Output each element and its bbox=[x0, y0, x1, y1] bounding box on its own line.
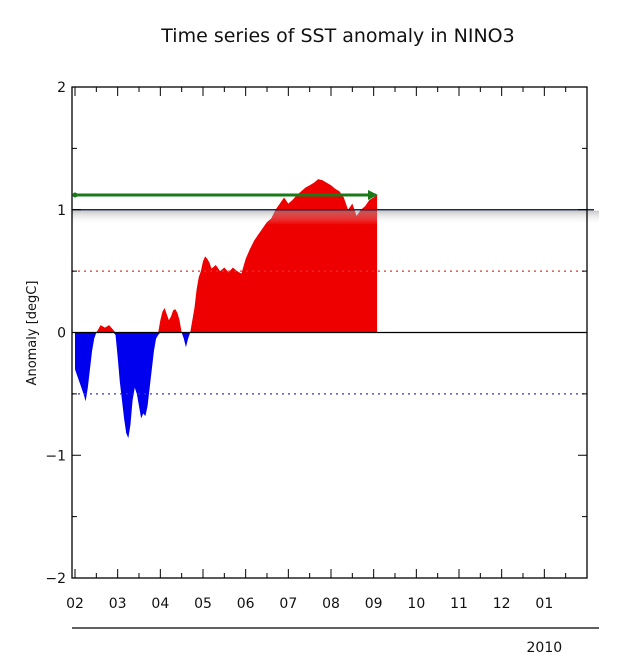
x-tick-label: 07 bbox=[279, 596, 297, 612]
y-tick-label: −1 bbox=[45, 448, 66, 464]
x-tick-label: 03 bbox=[109, 596, 127, 612]
x-tick-label: 10 bbox=[407, 596, 425, 612]
chart-title: Time series of SST anomaly in NINO3 bbox=[160, 25, 514, 47]
negative-anomaly-area bbox=[75, 332, 378, 439]
x-tick-label: 02 bbox=[66, 596, 84, 612]
trend-arrow-start bbox=[72, 192, 78, 198]
y-tick-label: 1 bbox=[57, 203, 66, 219]
year-label: 2010 bbox=[527, 640, 563, 656]
reference-line-shadow bbox=[72, 210, 599, 225]
x-tick-label: 06 bbox=[237, 596, 255, 612]
y-axis-label: Anomaly [degC] bbox=[25, 281, 40, 386]
y-tick-label: 2 bbox=[57, 80, 66, 96]
x-tick-label: 08 bbox=[322, 596, 340, 612]
positive-anomaly-area bbox=[75, 179, 378, 333]
x-tick-label: 01 bbox=[535, 596, 553, 612]
x-tick-label: 04 bbox=[151, 596, 169, 612]
y-tick-label: 0 bbox=[57, 326, 66, 342]
x-tick-label: 11 bbox=[450, 596, 468, 612]
x-tick-label: 09 bbox=[365, 596, 383, 612]
x-tick-label: 05 bbox=[194, 596, 212, 612]
y-tick-label: −2 bbox=[45, 571, 66, 587]
x-tick-label: 12 bbox=[493, 596, 511, 612]
